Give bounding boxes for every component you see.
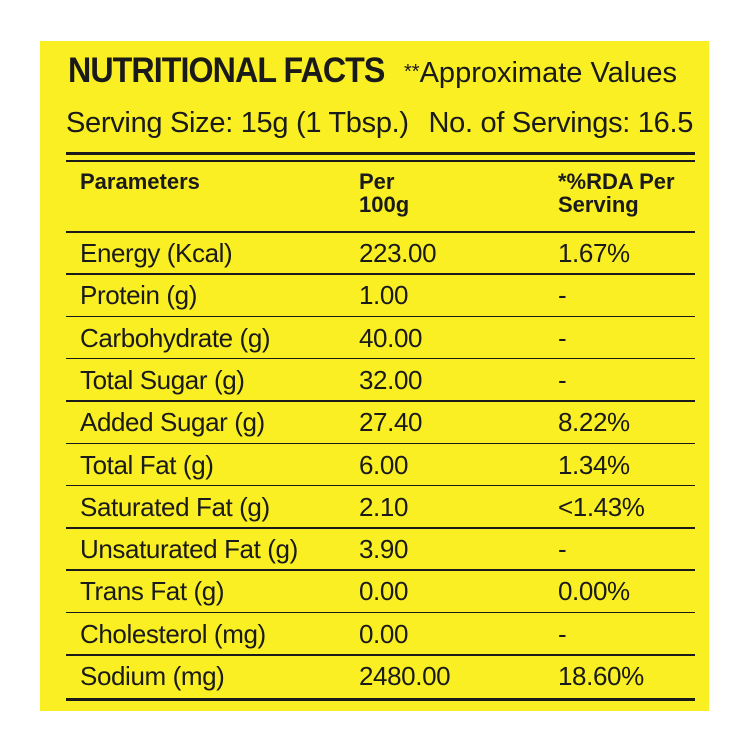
table-row: Cholesterol (mg) 0.00 - xyxy=(66,613,695,655)
cell-parameter: Added Sugar (g) xyxy=(80,407,265,438)
table-row: Carbohydrate (g) 40.00 - xyxy=(66,317,695,359)
serving-info: Serving Size: 15g (1 Tbsp.) No. of Servi… xyxy=(66,107,693,140)
cell-per-100g: 6.00 xyxy=(359,449,409,480)
cell-rda: <1.43% xyxy=(558,491,645,522)
cell-rda: - xyxy=(558,364,567,395)
cell-parameter: Saturated Fat (g) xyxy=(80,491,270,522)
cell-rda: 0.00% xyxy=(558,576,630,607)
nutrition-title: NUTRITIONAL FACTS xyxy=(68,51,385,90)
cell-rda: 8.22% xyxy=(558,407,630,438)
cell-parameter: Cholesterol (mg) xyxy=(80,618,266,649)
cell-per-100g: 3.90 xyxy=(359,534,409,565)
approximate-text: Approximate Values xyxy=(419,57,677,89)
servings-count: No. of Servings: 16.5 xyxy=(428,107,694,139)
divider-table-top xyxy=(66,160,695,162)
row-divider xyxy=(66,231,695,233)
row-divider xyxy=(66,569,695,571)
divider-bottom xyxy=(66,698,695,702)
cell-rda: 1.34% xyxy=(558,449,630,480)
header-per-100g-line2: 100g xyxy=(359,192,410,217)
cell-rda: 1.67% xyxy=(558,238,630,268)
table-row: Saturated Fat (g) 2.10 <1.43% xyxy=(66,486,695,528)
cell-parameter: Total Fat (g) xyxy=(80,449,214,480)
cell-rda: - xyxy=(558,280,567,311)
cell-parameter: Trans Fat (g) xyxy=(80,576,225,607)
row-divider xyxy=(66,611,695,614)
table-row: Total Sugar (g) 32.00 - xyxy=(66,359,695,401)
approximate-stars: ** xyxy=(404,61,420,83)
cell-parameter: Protein (g) xyxy=(80,280,197,311)
serving-size: Serving Size: 15g (1 Tbsp.) xyxy=(66,107,409,139)
row-divider xyxy=(66,484,695,487)
row-divider xyxy=(66,357,695,360)
row-divider xyxy=(66,527,695,529)
row-divider xyxy=(66,654,695,656)
cell-per-100g: 0.00 xyxy=(359,618,409,649)
row-divider xyxy=(66,315,695,318)
cell-rda: - xyxy=(558,322,567,353)
header-parameters: Parameters xyxy=(80,169,200,194)
table-header: Parameters Per 100g *%RDA Per Serving xyxy=(66,168,695,231)
header-per-100g-line1: Per xyxy=(359,169,395,194)
cell-per-100g: 1.00 xyxy=(359,280,409,311)
cell-parameter: Energy (Kcal) xyxy=(80,238,233,268)
row-divider xyxy=(66,442,695,444)
cell-rda: - xyxy=(558,534,567,565)
cell-per-100g: 32.00 xyxy=(359,364,423,395)
approximate-values-note: **Approximate Values xyxy=(404,57,677,90)
table-row: Unsaturated Fat (g) 3.90 - xyxy=(66,528,695,570)
table-row: Protein (g) 1.00 - xyxy=(66,274,695,316)
row-divider xyxy=(66,273,695,275)
cell-parameter: Carbohydrate (g) xyxy=(80,322,271,353)
cell-per-100g: 0.00 xyxy=(359,576,409,607)
header-per-100g: Per 100g xyxy=(359,170,409,216)
cell-parameter: Sodium (mg) xyxy=(80,661,225,691)
cell-parameter: Total Sugar (g) xyxy=(80,364,245,395)
nutrition-header: NUTRITIONAL FACTS **Approximate Values xyxy=(68,51,699,101)
header-rda-line1: *%RDA Per xyxy=(558,169,675,194)
cell-per-100g: 27.40 xyxy=(359,407,423,438)
table-row: Sodium (mg) 2480.00 18.60% xyxy=(66,655,695,697)
table-row: Total Fat (g) 6.00 1.34% xyxy=(66,444,695,486)
cell-per-100g: 223.00 xyxy=(359,238,437,268)
cell-parameter: Unsaturated Fat (g) xyxy=(80,534,298,565)
header-rda: *%RDA Per Serving xyxy=(558,170,675,216)
row-divider xyxy=(66,400,695,402)
header-rda-line2: Serving xyxy=(558,192,639,217)
table-row: Added Sugar (g) 27.40 8.22% xyxy=(66,401,695,443)
table-row: Trans Fat (g) 0.00 0.00% xyxy=(66,570,695,612)
cell-per-100g: 2.10 xyxy=(359,491,409,522)
cell-rda: - xyxy=(558,618,567,649)
cell-per-100g: 2480.00 xyxy=(359,661,451,691)
cell-rda: 18.60% xyxy=(558,661,644,691)
table-row: Energy (Kcal) 223.00 1.67% xyxy=(66,232,695,274)
nutrition-facts-panel: NUTRITIONAL FACTS **Approximate Values S… xyxy=(40,41,709,711)
divider-top xyxy=(66,152,695,155)
cell-per-100g: 40.00 xyxy=(359,322,423,353)
